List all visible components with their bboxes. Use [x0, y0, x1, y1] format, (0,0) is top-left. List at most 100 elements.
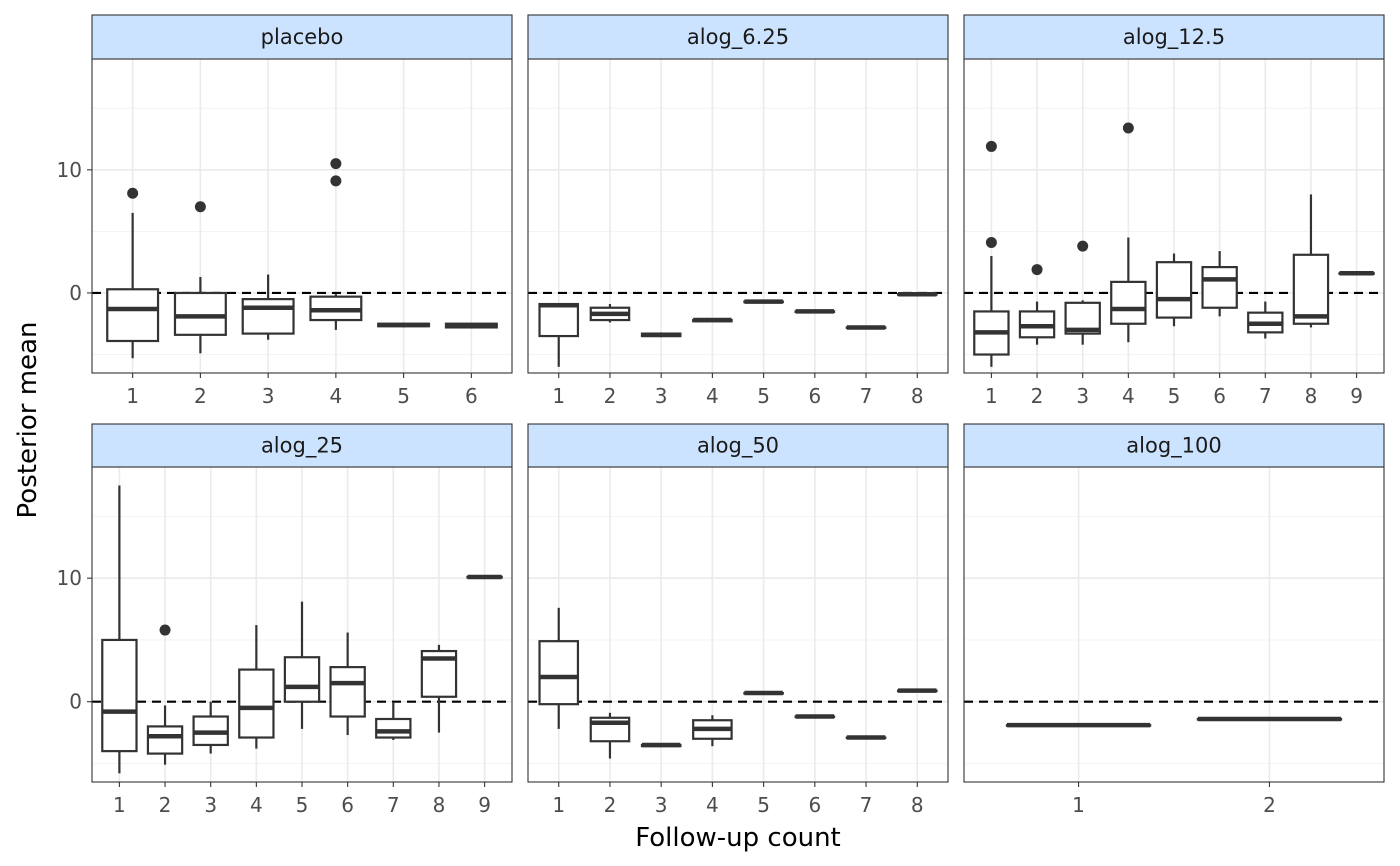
- facet-strip: [963, 14, 1385, 60]
- outlier-point: [985, 236, 997, 248]
- x-tick-label: 5: [757, 384, 770, 408]
- x-tick-label: 3: [655, 384, 668, 408]
- box-6: [1201, 251, 1238, 317]
- box-5: [743, 690, 784, 696]
- x-tick-label: 4: [330, 384, 343, 408]
- panel-background: [964, 467, 1384, 782]
- panel-placebo: placebo 1 2 3 4 5 6 0 10: [57, 14, 513, 408]
- box-2: [589, 304, 631, 323]
- box-3: [192, 701, 229, 754]
- box-2: [1196, 716, 1343, 722]
- panel-alog_12.5: alog_12.5 1 2 3 4 5 6 7 8 9: [963, 14, 1385, 408]
- x-tick-label: 3: [262, 384, 275, 408]
- box-iqr: [173, 291, 227, 336]
- facet-strip: [91, 14, 513, 60]
- x-tick-label: 9: [478, 793, 491, 817]
- box-7: [845, 325, 887, 330]
- box-2: [173, 201, 227, 354]
- x-tick-label: 5: [757, 793, 770, 817]
- facet-strip: [527, 423, 949, 468]
- box-iqr: [241, 298, 295, 335]
- x-tick-label: 8: [433, 793, 446, 817]
- outlier-point: [1077, 240, 1089, 252]
- x-tick-label: 7: [1259, 384, 1272, 408]
- box-iqr: [1110, 280, 1147, 325]
- x-tick-label: 3: [655, 793, 668, 817]
- x-tick-label: 8: [911, 384, 924, 408]
- box-iqr: [283, 656, 321, 703]
- x-tick-label: 2: [604, 384, 617, 408]
- box-6: [794, 714, 836, 719]
- x-tick-label: 2: [1263, 793, 1276, 817]
- box-4: [238, 625, 275, 749]
- facet-strip: [527, 14, 949, 60]
- box-7: [845, 735, 887, 740]
- facet-strip-label: alog_50: [697, 434, 779, 459]
- x-tick-label: 1: [1072, 793, 1085, 817]
- x-tick-label: 4: [1122, 384, 1135, 408]
- box-1: [538, 302, 580, 367]
- x-tick-label: 3: [204, 793, 217, 817]
- box-3: [241, 274, 295, 340]
- x-tick-label: 1: [113, 793, 126, 817]
- x-tick-label: 2: [194, 384, 207, 408]
- x-tick-label: 2: [604, 793, 617, 817]
- x-tick-label: 1: [552, 384, 565, 408]
- x-tick-label: 4: [706, 793, 719, 817]
- x-tick-label: 8: [1305, 384, 1318, 408]
- x-tick-label: 1: [985, 384, 998, 408]
- x-tick-label: 6: [808, 793, 821, 817]
- x-tick-label: 6: [808, 384, 821, 408]
- box-5: [743, 299, 784, 304]
- box-6: [329, 632, 366, 736]
- x-tick-label: 9: [1350, 384, 1363, 408]
- box-8: [420, 644, 458, 733]
- x-tick-label: 3: [1076, 384, 1089, 408]
- outlier-point: [330, 158, 342, 170]
- box-3: [640, 332, 682, 338]
- box-2: [146, 624, 184, 765]
- box-iqr: [375, 717, 412, 739]
- box-4: [309, 158, 363, 330]
- box-iqr: [1292, 253, 1330, 325]
- x-tick-label: 6: [341, 793, 354, 817]
- box-4: [692, 715, 733, 747]
- x-axis-title: Follow-up count: [635, 823, 841, 853]
- facet-strip: [963, 423, 1385, 468]
- x-tick-label: 1: [552, 793, 565, 817]
- box-iqr: [1155, 261, 1193, 319]
- x-tick-label: 5: [397, 384, 410, 408]
- box-1: [1005, 722, 1152, 728]
- box-9: [1338, 271, 1375, 276]
- box-iqr: [146, 725, 184, 755]
- y-axis-title: Posterior mean: [13, 322, 43, 519]
- box-1: [106, 187, 160, 359]
- x-tick-label: 2: [1031, 384, 1044, 408]
- panel-alog_25: alog_25 1 2 3 4 5 6 7 8 9 0 10: [57, 423, 513, 817]
- box-8: [1292, 194, 1330, 328]
- panel-background: [92, 59, 512, 373]
- facet-strip-label: alog_12.5: [1123, 25, 1225, 50]
- x-tick-label: 1: [126, 384, 139, 408]
- box-3: [1064, 240, 1101, 345]
- box-5: [377, 322, 431, 328]
- box-1: [538, 607, 580, 729]
- outlier-point: [159, 624, 171, 636]
- box-8: [896, 688, 938, 693]
- outlier-point: [1122, 122, 1134, 134]
- facet-strip-label: alog_100: [1126, 434, 1221, 459]
- box-4: [1110, 122, 1147, 343]
- x-tick-label: 4: [706, 384, 719, 408]
- x-tick-label: 7: [387, 793, 400, 817]
- box-iqr: [106, 288, 160, 343]
- panel-alog_6.25: alog_6.25 1 2 3 4 5 6 7 8: [527, 14, 949, 408]
- box-5: [1155, 253, 1193, 327]
- panel-alog_50: alog_50 1 2 3 4 5 6 7 8: [527, 423, 949, 817]
- x-tick-label: 2: [159, 793, 172, 817]
- x-tick-label: 4: [250, 793, 263, 817]
- y-tick-label: 10: [57, 158, 82, 182]
- outlier-point: [330, 175, 342, 187]
- box-4: [692, 317, 733, 323]
